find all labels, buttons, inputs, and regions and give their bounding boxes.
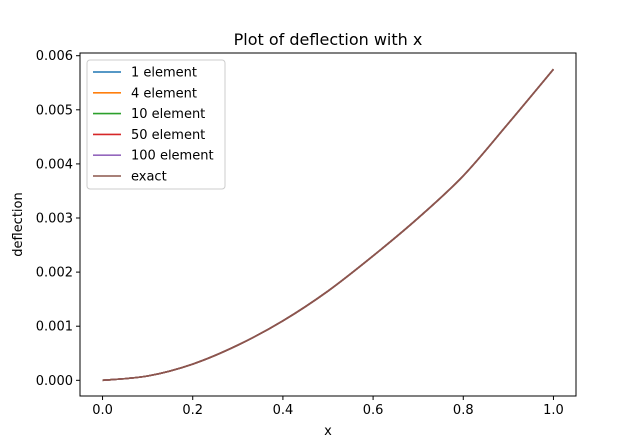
x-tick-label: 0.8 <box>453 403 474 418</box>
x-tick-label: 0.0 <box>92 403 113 418</box>
x-axis: 0.0 0.2 0.4 0.6 0.8 1.0 <box>92 396 564 418</box>
legend: 1 element 4 element 10 element 50 element 10… <box>86 59 226 190</box>
legend-label: exact <box>131 170 167 185</box>
y-tick-label: 0.000 <box>36 374 73 389</box>
x-tick-label: 0.4 <box>273 403 294 418</box>
series-line-5 <box>102 68 555 382</box>
legend-label: 10 element <box>131 107 205 122</box>
x-tick-label: 1.0 <box>543 403 564 418</box>
series-layer <box>102 68 555 382</box>
y-axis: 0.000 0.001 0.002 0.003 0.004 0.005 0.006 <box>36 49 80 389</box>
y-axis-label: deflection <box>11 192 26 257</box>
legend-label: 50 element <box>131 128 205 143</box>
legend-label: 4 element <box>131 86 197 101</box>
x-tick-label: 0.2 <box>182 403 203 418</box>
y-tick-label: 0.002 <box>36 266 73 281</box>
y-tick-label: 0.001 <box>36 320 73 335</box>
legend-label: 1 element <box>131 66 197 81</box>
y-tick-label: 0.006 <box>36 49 73 64</box>
y-tick-label: 0.003 <box>36 212 73 227</box>
legend-box <box>86 59 226 190</box>
chart-title: Plot of deflection with x <box>234 30 423 49</box>
x-axis-label: x <box>324 424 332 439</box>
plot-frame <box>79 52 577 397</box>
legend-label: 100 element <box>131 149 214 164</box>
y-tick-label: 0.005 <box>36 103 73 118</box>
y-tick-label: 0.004 <box>36 157 73 172</box>
x-tick-label: 0.6 <box>363 403 384 418</box>
